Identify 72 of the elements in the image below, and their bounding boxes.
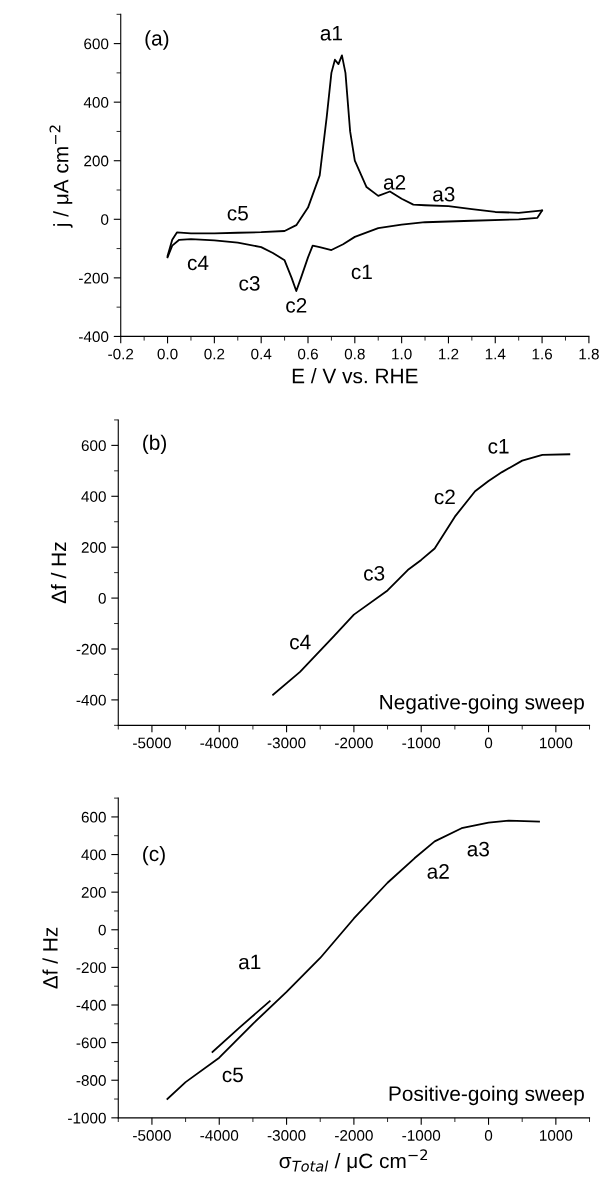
y-tick-label: -400 <box>76 694 106 706</box>
y-axis-title: Δf / Hz <box>50 542 67 604</box>
annotation: c5 <box>222 1067 243 1083</box>
y-tick-label: 200 <box>81 887 106 898</box>
y-tick-label: -400 <box>79 331 109 343</box>
y-tick-label: -200 <box>79 272 109 284</box>
annotation: a2 <box>427 864 449 879</box>
y-tick-label: 0 <box>98 924 106 936</box>
x-tick-label: -5000 <box>133 1130 171 1141</box>
annotation: c4 <box>290 634 311 650</box>
x-tick-label: -1000 <box>402 1130 441 1141</box>
annotation: (b) <box>143 434 166 455</box>
annotation: c2 <box>434 489 455 505</box>
annotation: c1 <box>488 439 509 454</box>
annotation: c4 <box>187 255 209 271</box>
x-tick-label: 0.8 <box>344 348 365 360</box>
annotation: a3 <box>433 186 455 202</box>
x-tick-label: -2000 <box>335 737 373 749</box>
annotation: c1 <box>351 264 372 280</box>
y-tick-label: 600 <box>81 440 106 452</box>
x-tick-label: 0 <box>484 737 493 749</box>
annotation: c2 <box>286 297 307 313</box>
x-tick-label: 1.6 <box>532 348 553 360</box>
annotation: a3 <box>467 841 489 857</box>
y-tick-label: -1000 <box>68 1112 106 1124</box>
x-tick-label: 1.4 <box>485 348 506 360</box>
y-tick-label: 200 <box>84 155 109 167</box>
x-tick-label: -4000 <box>200 1130 239 1141</box>
x-tick-label: 1.0 <box>392 348 412 360</box>
y-tick-label: -800 <box>76 1075 106 1086</box>
y-tick-label: 400 <box>81 849 106 861</box>
annotation: Positive-going sweep <box>389 1085 584 1106</box>
x-axis-title: E / V vs. RHE <box>292 368 418 384</box>
y-axis-title: Δf / Hz <box>42 927 58 989</box>
annotation: Negative-going sweep <box>380 694 584 714</box>
y-tick-label: -600 <box>76 1037 106 1049</box>
y-tick-label: 400 <box>81 491 106 502</box>
x-tick-label: 1.2 <box>438 348 459 360</box>
annotation: (a) <box>145 30 169 50</box>
x-tick-label: 0 <box>484 1130 493 1141</box>
x-tick-label: 0.2 <box>204 348 225 360</box>
x-tick-label: 1000 <box>540 737 573 749</box>
x-tick-label: -2000 <box>335 1130 373 1141</box>
y-tick-label: 600 <box>84 38 109 50</box>
annotation: c5 <box>227 206 248 221</box>
x-tick-label: 1.8 <box>579 348 599 360</box>
y-tick-label: 0 <box>101 214 109 225</box>
y-tick-label: -400 <box>76 999 106 1011</box>
x-tick-label: -3000 <box>267 737 306 749</box>
annotation: c3 <box>239 276 260 291</box>
x-tick-label: 0.0 <box>157 348 178 360</box>
x-tick-label: 1000 <box>540 1130 573 1141</box>
x-tick-label: -0.2 <box>108 348 134 360</box>
y-axis-title: j / μA cm$^{−2}$ <box>49 125 73 228</box>
x-tick-label: -5000 <box>133 737 171 749</box>
y-tick-label: -200 <box>76 643 106 655</box>
annotation: a2 <box>383 174 406 190</box>
annotation: (c) <box>143 845 165 866</box>
annotation: c3 <box>364 565 385 581</box>
y-tick-label: 200 <box>81 542 106 553</box>
y-tick-label: 0 <box>98 592 106 604</box>
annotation: a1 <box>320 25 342 41</box>
x-tick-label: -4000 <box>200 737 239 749</box>
annotation: a1 <box>239 954 261 970</box>
x-axis-title: σ$_{Total}$ / μC cm$^{−2}$ <box>279 1149 428 1173</box>
x-tick-label: 0.4 <box>251 348 272 360</box>
y-tick-label: -200 <box>76 962 106 974</box>
x-tick-label: 0.6 <box>297 348 318 360</box>
y-tick-label: 400 <box>83 97 109 108</box>
x-tick-label: -1000 <box>402 737 441 749</box>
y-tick-label: 600 <box>81 811 106 823</box>
x-tick-label: -3000 <box>267 1130 306 1141</box>
